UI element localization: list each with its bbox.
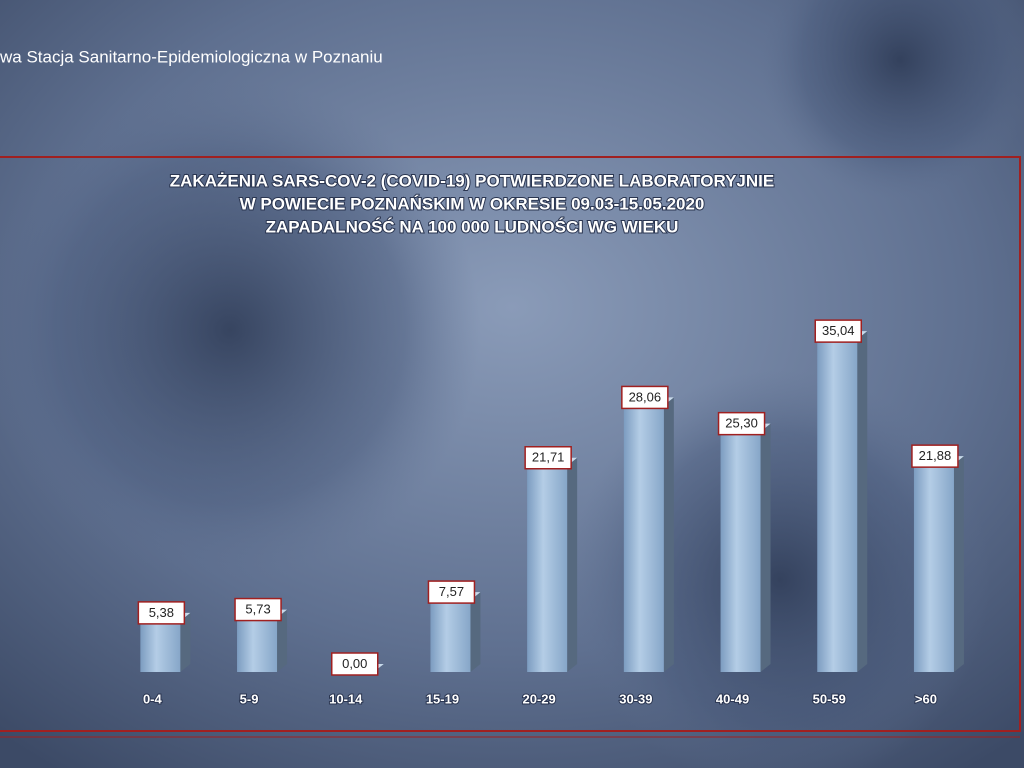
x-tick-label: 50-59 — [813, 691, 846, 706]
virus-image — [760, 0, 1024, 200]
chart-title: ZAKAŻENIA SARS-COV-2 (COVID-19) POTWIERD… — [170, 171, 774, 190]
x-tick-label: >60 — [915, 691, 937, 706]
bar-side — [953, 456, 964, 672]
bar — [430, 600, 471, 672]
value-label-box — [717, 411, 766, 436]
bar-side — [663, 397, 674, 672]
x-tick-label: 30-39 — [619, 691, 652, 706]
bar-side — [567, 457, 578, 672]
value-label: 21,88 — [919, 448, 952, 463]
bar — [623, 405, 664, 672]
value-label-box — [137, 601, 186, 625]
value-label-box — [621, 385, 669, 410]
value-label: 5,38 — [149, 605, 174, 620]
bar-side — [857, 331, 868, 672]
bar-side — [470, 592, 481, 672]
chart-title: W POWIECIE POZNAŃSKIM W OKRESIE 09.03-15… — [240, 194, 705, 213]
bar — [913, 464, 954, 672]
value-label-box — [427, 580, 476, 604]
value-label-box — [331, 652, 379, 676]
bar — [527, 465, 568, 672]
value-label: 0,00 — [342, 656, 367, 671]
virus-image — [570, 370, 990, 768]
value-label: 25,30 — [725, 416, 758, 431]
value-label: 7,57 — [439, 584, 464, 599]
value-label-box — [814, 319, 862, 343]
chart-frame — [0, 156, 1021, 732]
bar-side — [180, 612, 191, 672]
value-label: 5,73 — [245, 602, 270, 617]
bar — [720, 431, 761, 672]
value-label-box — [911, 444, 959, 468]
bar-side — [760, 423, 771, 672]
bar-side — [277, 609, 288, 672]
x-tick-label: 40-49 — [716, 691, 749, 706]
value-label: 21,71 — [532, 450, 565, 465]
value-label-box — [524, 446, 572, 470]
virus-image — [0, 80, 480, 580]
value-label: 28,06 — [629, 389, 662, 404]
header-text: wa Stacja Sanitarno-Epidemiologiczna w P… — [0, 47, 383, 66]
chart-title: ZAPADALNOŚĆ NA 100 000 LUDNOŚCI WG WIEKU — [266, 217, 679, 236]
x-tick-label: 10-14 — [329, 691, 363, 706]
x-tick-label: 15-19 — [426, 691, 459, 706]
bar — [140, 620, 181, 672]
bar — [817, 339, 858, 672]
x-tick-label: 20-29 — [523, 691, 556, 706]
bar — [237, 617, 278, 672]
value-label-box — [234, 597, 282, 622]
x-tick-label: 5-9 — [240, 691, 259, 706]
x-tick-label: 0-4 — [143, 691, 163, 706]
value-label: 35,04 — [822, 323, 855, 338]
